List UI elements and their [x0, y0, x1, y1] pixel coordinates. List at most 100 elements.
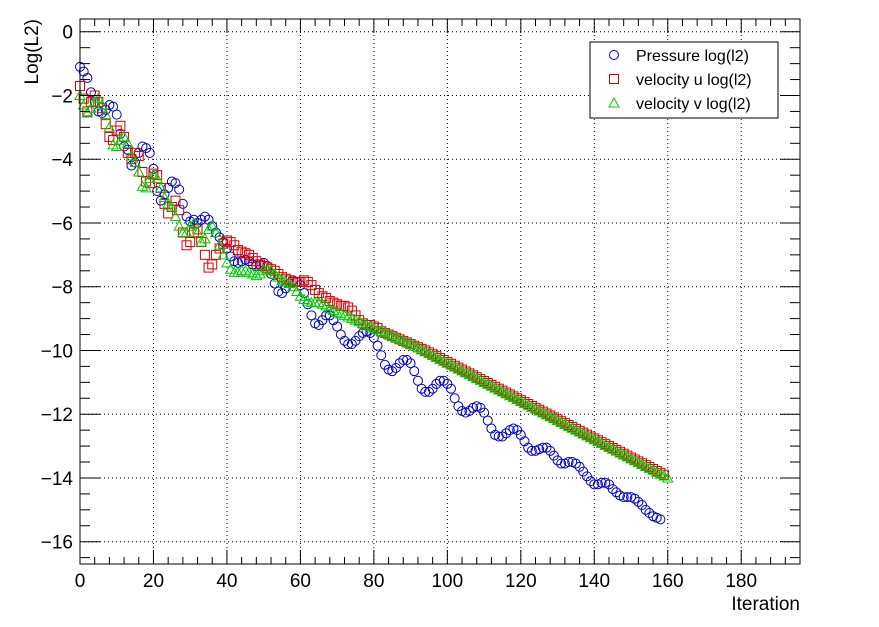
data-point [618, 492, 629, 503]
data-point [99, 108, 112, 120]
x-tick-label: 100 [431, 571, 463, 592]
data-point [143, 172, 156, 183]
data-point [232, 245, 243, 256]
data-series [74, 61, 674, 525]
data-point [115, 120, 126, 131]
y-tick-label: −14 [41, 469, 74, 490]
data-point [217, 248, 230, 260]
data-point [180, 226, 193, 238]
data-point [88, 95, 101, 107]
data-point [103, 121, 116, 132]
data-point [570, 458, 581, 469]
data-point [640, 504, 651, 515]
data-point [148, 168, 159, 179]
y-tick-label: −10 [41, 341, 73, 362]
legend-marker [608, 96, 620, 108]
x-tick-label: 120 [505, 571, 537, 592]
data-point [174, 184, 185, 195]
data-point [409, 366, 420, 377]
data-point [78, 66, 89, 77]
data-point [181, 240, 192, 251]
legend-label: velocity v log(l2) [636, 96, 751, 113]
data-point [96, 99, 108, 110]
data-point [140, 181, 152, 193]
data-point [195, 236, 208, 247]
x-tick-label: 60 [290, 571, 311, 592]
data-point [236, 246, 247, 257]
data-point [290, 285, 303, 296]
data-point [78, 93, 89, 104]
data-point [121, 137, 134, 148]
data-point [661, 471, 674, 483]
data-point [132, 165, 145, 177]
data-point [203, 262, 214, 273]
data-point [92, 92, 105, 104]
y-tick-label: 0 [62, 23, 73, 44]
data-point [607, 484, 618, 495]
data-point [611, 487, 622, 498]
data-point [243, 249, 254, 260]
data-point [188, 216, 200, 228]
data-point [199, 232, 211, 244]
data-point [184, 220, 197, 231]
data-point [170, 178, 181, 189]
data-point [324, 296, 335, 307]
y-axis-title: Log(L2) [22, 19, 43, 85]
data-point [165, 201, 178, 212]
legend-marker [609, 74, 619, 84]
y-tick-label: −12 [41, 405, 73, 426]
data-point [449, 393, 460, 404]
data-point [86, 87, 97, 98]
data-point [111, 109, 122, 120]
data-point [247, 253, 258, 264]
data-point [158, 191, 171, 202]
data-point [335, 329, 346, 340]
data-point [280, 273, 291, 284]
data-point [644, 508, 655, 519]
data-point [118, 130, 130, 142]
data-point [155, 195, 166, 206]
data-point [412, 375, 423, 386]
data-point [141, 176, 152, 187]
data-point [387, 366, 398, 377]
data-point [114, 134, 127, 145]
data-point [633, 496, 644, 507]
data-point [655, 514, 666, 525]
data-point [104, 131, 115, 142]
x-tick-label: 20 [143, 571, 164, 592]
x-tick-label: 160 [652, 571, 684, 592]
data-point [328, 297, 339, 308]
data-point [213, 239, 226, 250]
data-point [77, 99, 90, 110]
data-point [129, 156, 141, 167]
data-point [622, 492, 633, 503]
data-point [177, 198, 188, 209]
data-point [556, 458, 567, 469]
data-point [206, 220, 219, 231]
data-point [257, 264, 270, 276]
data-point [401, 355, 412, 366]
data-point [196, 214, 207, 225]
data-point [332, 299, 343, 310]
data-point [199, 211, 210, 222]
data-point [376, 350, 387, 361]
data-point [173, 220, 186, 231]
data-point [541, 442, 552, 453]
data-point [151, 172, 163, 183]
data-point [596, 477, 607, 488]
data-point [438, 375, 449, 386]
series-1 [75, 80, 670, 480]
data-point [218, 238, 229, 249]
legend-label: velocity u log(l2) [636, 72, 752, 89]
legend-label: Pressure log(l2) [636, 48, 749, 65]
data-point [346, 339, 357, 350]
data-point [515, 429, 526, 440]
data-point [589, 479, 600, 490]
data-point [372, 340, 383, 351]
x-tick-label: 0 [75, 571, 86, 592]
data-point [464, 406, 475, 417]
legend: Pressure log(l2) velocity u log(l2) veloci… [589, 41, 779, 119]
data-point [169, 210, 182, 222]
data-point [287, 280, 299, 292]
data-point [519, 436, 530, 447]
